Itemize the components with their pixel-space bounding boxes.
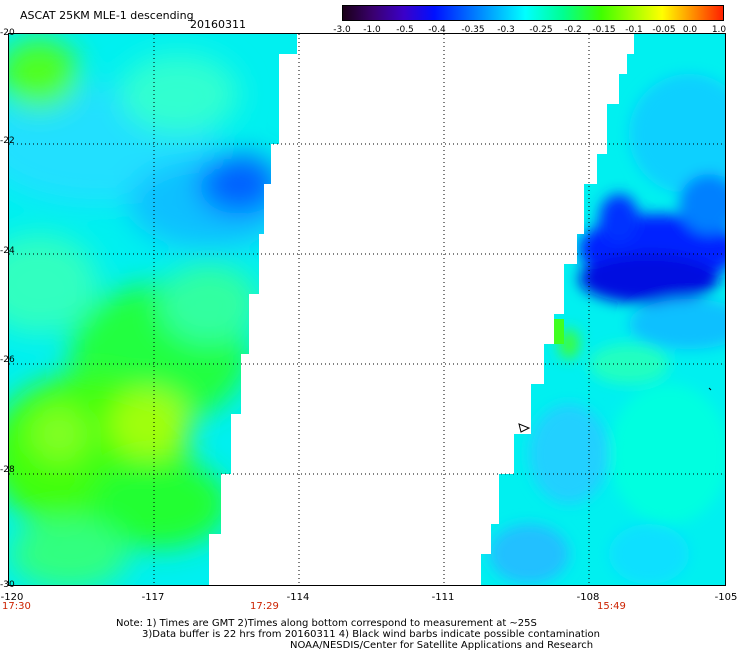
colorbar-label: -0.1 xyxy=(625,25,643,35)
colorbar-label: -0.35 xyxy=(461,25,485,35)
left-swath xyxy=(9,34,297,585)
lat-lon-grid xyxy=(9,34,725,585)
colorbar-label: -0.15 xyxy=(592,25,616,35)
map-svg xyxy=(9,34,725,585)
colorbar-label: -0.5 xyxy=(396,25,414,35)
colorbar-label: -0.3 xyxy=(497,25,515,35)
map-plot xyxy=(8,33,726,586)
lat-label: -28 xyxy=(0,465,15,475)
lon-label: -108 xyxy=(576,592,600,603)
colorbar-label: -0.25 xyxy=(529,25,553,35)
lat-label: -22 xyxy=(0,136,15,146)
wind-barb-icon xyxy=(708,387,712,391)
time-label: 15:49 xyxy=(597,601,626,612)
note-line-3: NOAA/NESDIS/Center for Satellite Applica… xyxy=(290,640,594,651)
lon-label: -117 xyxy=(141,592,165,603)
colorbar-label: -0.4 xyxy=(428,25,446,35)
product-title: ASCAT 25KM MLE-1 descending xyxy=(20,9,194,22)
colorbar-label: -0.05 xyxy=(652,25,676,35)
lat-label: -20 xyxy=(0,28,15,38)
wind-barb-icon xyxy=(518,423,531,433)
lon-label: -111 xyxy=(431,592,455,603)
colorbar-label: 1.0 xyxy=(711,25,727,35)
note-line-1: Note: 1) Times are GMT 2)Times along bot… xyxy=(116,618,537,629)
product-date: 20160311 xyxy=(190,18,246,31)
lat-label: -26 xyxy=(0,355,15,365)
right-swath xyxy=(481,34,725,585)
time-label: 17:30 xyxy=(2,601,31,612)
colorbar-label: -3.0 xyxy=(333,25,351,35)
colorbar xyxy=(342,5,724,21)
lon-label: -120 xyxy=(0,592,24,603)
time-label: 17:29 xyxy=(250,601,279,612)
lon-label: -114 xyxy=(286,592,310,603)
lat-label: -24 xyxy=(0,246,15,256)
colorbar-label: -1.0 xyxy=(363,25,381,35)
green-strip xyxy=(554,319,564,344)
colorbar-label: -0.2 xyxy=(564,25,582,35)
lon-label: -105 xyxy=(714,592,738,603)
note-line-2: 3)Data buffer is 22 hrs from 20160311 4)… xyxy=(142,629,600,640)
colorbar-label: 0.0 xyxy=(682,25,698,35)
lat-label: -30 xyxy=(0,580,15,590)
